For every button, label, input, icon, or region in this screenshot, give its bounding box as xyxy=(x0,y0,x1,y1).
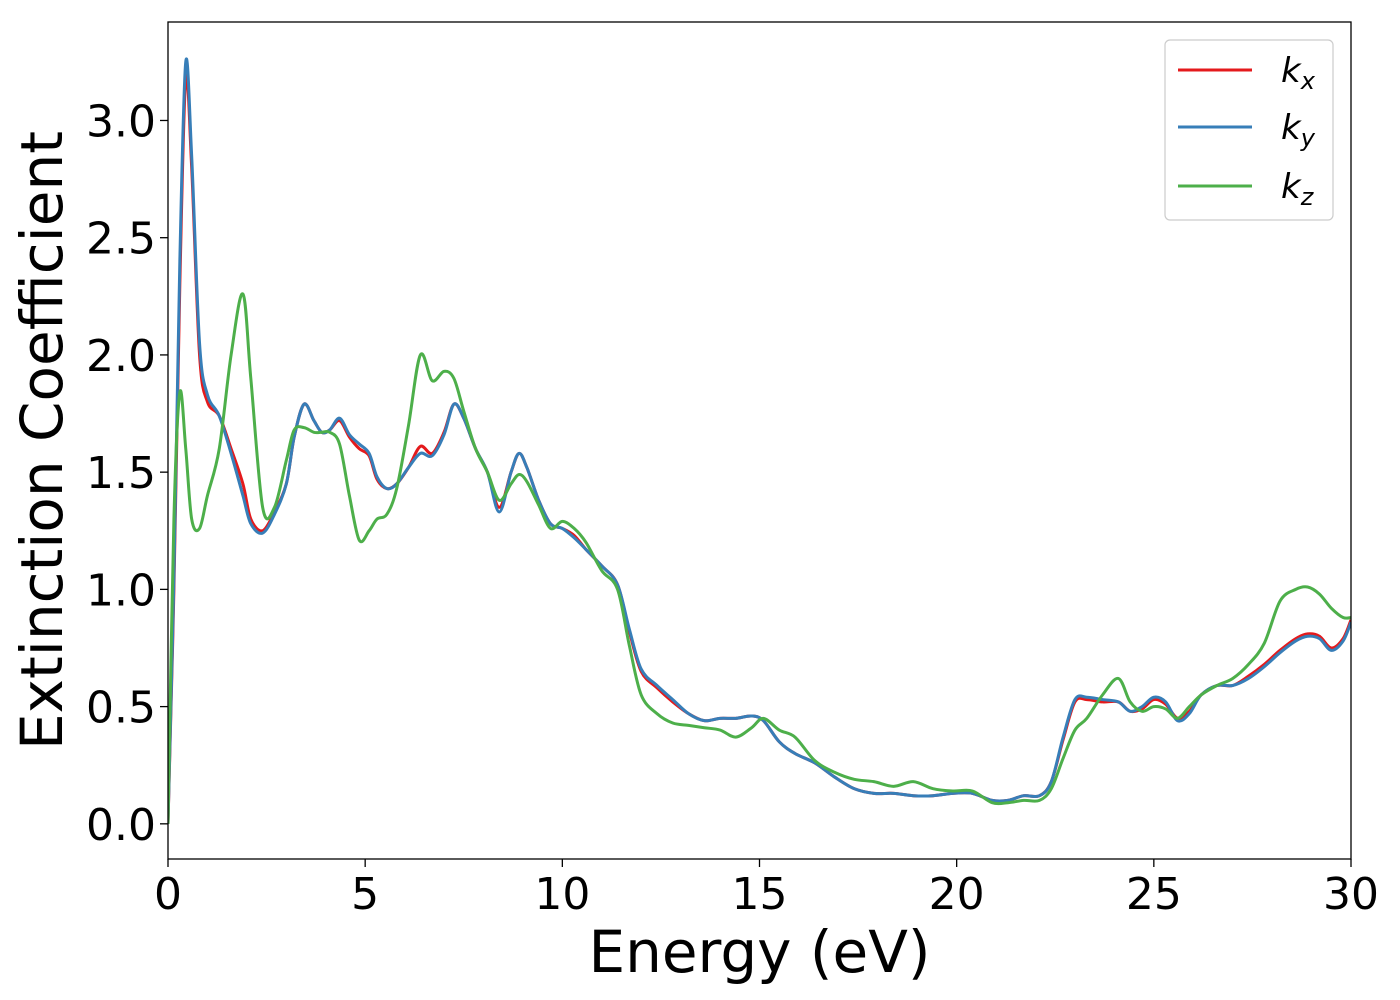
series-line-kz xyxy=(168,292,1351,824)
x-tick-label: 20 xyxy=(929,869,985,920)
legend: kx ky kz xyxy=(1164,39,1334,221)
y-tick-label: 1.5 xyxy=(86,448,156,499)
series-line-ky xyxy=(168,57,1351,824)
x-tick-label: 0 xyxy=(154,869,182,920)
y-tick-label: 2.5 xyxy=(86,214,156,265)
x-axis-ticks: 0 5 10 15 20 25 30 xyxy=(154,859,1379,920)
y-tick-label: 0.0 xyxy=(86,800,156,851)
legend-label-kz: kz xyxy=(1281,167,1315,211)
y-tick-label: 3.0 xyxy=(86,96,156,147)
x-tick-label: 15 xyxy=(732,869,788,920)
y-axis-label: Extinction Coefficient xyxy=(8,131,76,750)
x-tick-label: 30 xyxy=(1323,869,1379,920)
x-tick-label: 10 xyxy=(534,869,590,920)
x-tick-label: 25 xyxy=(1126,869,1182,920)
y-tick-label: 1.0 xyxy=(86,565,156,616)
legend-label-kx: kx xyxy=(1281,51,1316,95)
x-tick-label: 5 xyxy=(351,869,379,920)
x-axis-label: Energy (eV) xyxy=(588,918,930,986)
legend-frame xyxy=(1164,39,1334,221)
y-axis-ticks: 0.0 0.5 1.0 1.5 2.0 2.5 3.0 xyxy=(86,96,168,851)
series-layer xyxy=(168,57,1351,824)
y-tick-label: 2.0 xyxy=(86,331,156,382)
y-tick-label: 0.5 xyxy=(86,683,156,734)
legend-label-ky: ky xyxy=(1281,108,1316,152)
